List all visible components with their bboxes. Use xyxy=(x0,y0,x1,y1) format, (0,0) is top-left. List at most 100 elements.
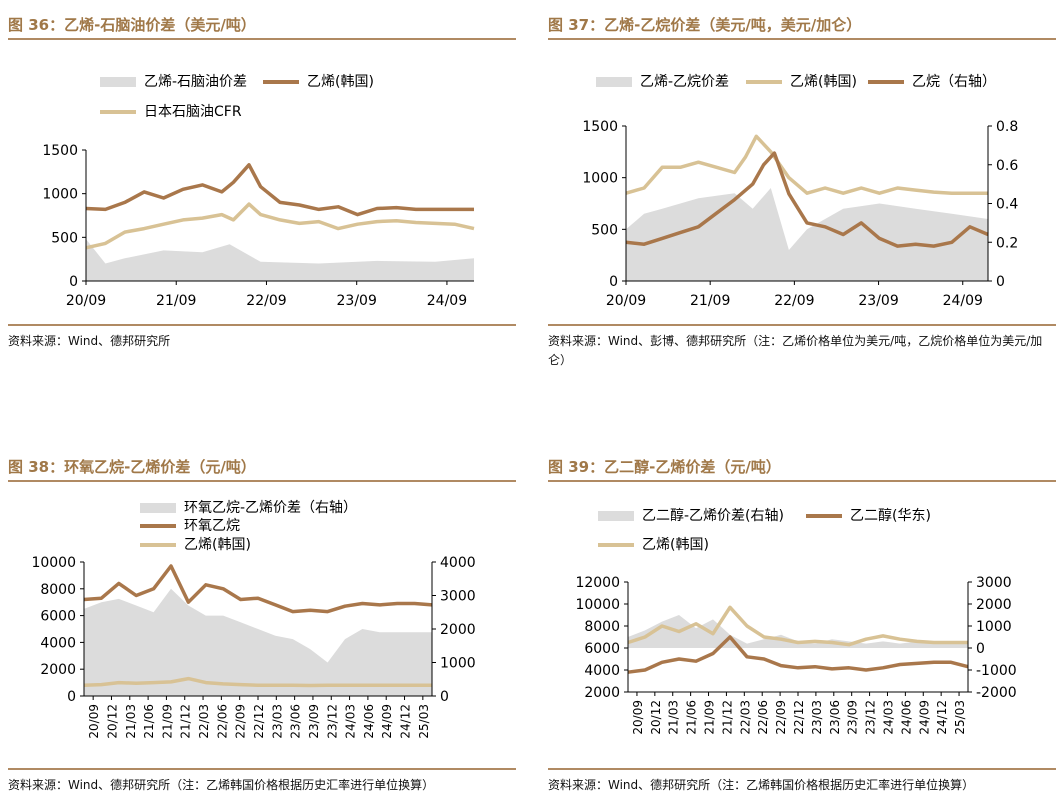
x-tick-label: 24/06 xyxy=(899,700,913,735)
chart-title-bar: 图 38：环氧乙烷-乙烯价差（元/吨） xyxy=(8,450,516,482)
y-tick-label-left: 500 xyxy=(591,222,618,238)
plot-area: 0 500 1000 1500 20/09 21/09 22/09 23/09 24/09 xyxy=(42,143,475,309)
x-tick-label: 21/09 xyxy=(156,293,196,309)
y-tick-label-right: 1000 xyxy=(440,656,476,672)
y-tick-label-left: 1000 xyxy=(582,171,618,187)
y-tick-label-left: 1500 xyxy=(582,119,618,135)
legend-item: 乙烯(韩国) xyxy=(598,537,709,553)
x-tick-label: 21/09 xyxy=(160,704,174,739)
legend-label: 乙烯(韩国) xyxy=(642,537,709,553)
x-tick-label: 23/03 xyxy=(810,700,824,735)
series-area-0 xyxy=(86,239,474,281)
x-tick-label: 23/12 xyxy=(864,700,878,735)
x-tick-label: 21/03 xyxy=(124,704,138,739)
legend-label: 乙烷（右轴） xyxy=(912,74,996,90)
y-tick-label-right: 0.4 xyxy=(996,197,1018,213)
panel-chart-38: 图 38：环氧乙烷-乙烯价差（元/吨） 环氧乙烷-乙烯价差（右轴） 环氧乙烷乙烯(… xyxy=(8,450,516,800)
legend-label: 日本石脑油CFR xyxy=(144,104,242,120)
series-line-2 xyxy=(625,151,989,248)
legend-item: 环氧乙烷-乙烯价差（右轴） xyxy=(140,500,357,516)
legend: 乙烯-乙烷价差 乙烯(韩国) 乙烷（右轴） xyxy=(596,74,996,90)
chart-title: 图 39：乙二醇-乙烯价差（元/吨） xyxy=(548,458,781,476)
legend-label: 乙烯-乙烷价差 xyxy=(640,74,729,90)
y-tick-label-left: 12000 xyxy=(575,575,620,591)
series-band-0 xyxy=(628,615,968,648)
chart-source: 资料来源：Wind、德邦研究所（注：乙烯韩国价格根据历史汇率进行单位换算） xyxy=(548,768,1056,795)
x-tick-label: 25/03 xyxy=(417,704,431,739)
y-tick-label-right: 0 xyxy=(440,689,449,705)
x-tick-label: 21/03 xyxy=(667,700,681,735)
x-tick-label: 24/09 xyxy=(917,700,931,735)
y-tick-label-right: 4000 xyxy=(440,555,476,571)
series-line-2 xyxy=(83,676,432,688)
chart-37: 乙烯-乙烷价差 乙烯(韩国) 乙烷（右轴） 05001000150000.20.40… xyxy=(582,74,1018,309)
x-tick-label: 22/03 xyxy=(738,700,752,735)
x-tick-label: 21/09 xyxy=(703,700,717,735)
y-tick-label-left: 8000 xyxy=(584,619,620,635)
chart-title-bar: 图 37：乙烯-乙烷价差（美元/吨，美元/加仑） xyxy=(548,8,1056,40)
x-tick-label: 23/03 xyxy=(270,704,284,739)
legend-item: 乙烯-乙烷价差 xyxy=(596,74,729,90)
legend-swatch xyxy=(100,77,136,87)
legend-item: 乙二醇-乙烯价差(右轴) xyxy=(598,507,784,524)
legend-label: 乙烯(韩国) xyxy=(790,74,857,90)
y-tick-label-right: 0.2 xyxy=(996,235,1018,251)
y-tick-label-left: 1000 xyxy=(42,187,78,203)
x-tick-label: 24/03 xyxy=(881,700,895,735)
x-tick-label: 23/09 xyxy=(337,293,377,309)
series-area-0 xyxy=(626,188,988,281)
legend-item: 乙烯(韩国) xyxy=(746,74,857,90)
chart-title-bar: 图 36：乙烯-石脑油价差（美元/吨） xyxy=(8,8,516,40)
x-tick-label: 24/06 xyxy=(362,704,376,739)
series-area-0 xyxy=(84,588,432,696)
x-tick-label: 22/09 xyxy=(774,700,788,735)
y-tick-label-right: 0 xyxy=(996,274,1005,290)
panel-chart-37: 图 37：乙烯-乙烷价差（美元/吨，美元/加仑） 乙烯-乙烷价差 乙烯(韩国) 乙烷… xyxy=(548,8,1056,388)
panel-chart-39: 图 39：乙二醇-乙烯价差（元/吨） 乙二醇-乙烯价差(右轴) 乙二醇(华东) 乙烯… xyxy=(548,450,1056,800)
chart-title: 图 36：乙烯-石脑油价差（美元/吨） xyxy=(8,16,256,34)
y-tick-label-right: 1000 xyxy=(976,619,1012,635)
x-tick-label: 22/09 xyxy=(774,293,814,309)
x-tick-label: 21/06 xyxy=(685,700,699,735)
x-tick-label: 22/06 xyxy=(756,700,770,735)
x-tick-label: 20/12 xyxy=(105,704,119,739)
plot-area: 2000 4000 6000 8000 10000 12000 -2000 -1000 0 100… xyxy=(575,575,1016,735)
legend-label: 乙烯-石脑油价差 xyxy=(144,74,247,90)
y-tick-label-left: 0 xyxy=(69,274,78,290)
x-tick-label: 24/09 xyxy=(943,293,983,309)
x-tick-label: 22/12 xyxy=(792,700,806,735)
x-tick-label: 23/12 xyxy=(325,704,339,739)
y-tick-label-right: 0 xyxy=(976,641,985,657)
chart-title: 图 37：乙烯-乙烷价差（美元/吨，美元/加仑） xyxy=(548,16,862,34)
chart-title: 图 38：环氧乙烷-乙烯价差（元/吨） xyxy=(8,458,256,476)
plot-area: 0 2000 4000 6000 8000 10000 0 1000 2000 3000 4000 2… xyxy=(31,555,475,739)
legend-item: 乙烯-石脑油价差 xyxy=(100,74,247,90)
y-tick-label-left: 2000 xyxy=(584,685,620,701)
x-tick-label: 22/09 xyxy=(246,293,286,309)
x-tick-label: 20/09 xyxy=(606,293,646,309)
legend-label: 环氧乙烷-乙烯价差（右轴） xyxy=(184,500,357,516)
y-tick-label-right: 3000 xyxy=(976,575,1012,591)
y-tick-label-right: 0.6 xyxy=(996,158,1018,174)
x-tick-label: 20/09 xyxy=(87,704,101,739)
x-tick-label: 22/06 xyxy=(215,704,229,739)
y-tick-label-left: 4000 xyxy=(584,663,620,679)
y-tick-label-right: -1000 xyxy=(976,663,1017,679)
legend-item: 环氧乙烷 xyxy=(140,518,240,534)
legend-item: 乙烷（右轴） xyxy=(868,74,996,90)
y-tick-label-left: 0 xyxy=(67,689,76,705)
chart-source: 资料来源：Wind、彭博、德邦研究所（注：乙烯价格单位为美元/吨，乙烷价格单位为… xyxy=(548,324,1056,370)
y-tick-label-left: 8000 xyxy=(40,582,76,598)
x-tick-label: 24/03 xyxy=(344,704,358,739)
x-tick-label: 25/03 xyxy=(953,700,967,735)
chart-39: 乙二醇-乙烯价差(右轴) 乙二醇(华东) 乙烯(韩国) 2000 4000 6000 80… xyxy=(575,507,1016,735)
legend-label: 乙烯(韩国) xyxy=(184,537,251,553)
legend: 乙烯-石脑油价差 乙烯(韩国) 日本石脑油CFR xyxy=(100,74,374,120)
x-tick-label: 23/06 xyxy=(289,704,303,739)
x-tick-label: 23/06 xyxy=(828,700,842,735)
x-tick-label: 21/09 xyxy=(690,293,730,309)
chart-source: 资料来源：Wind、德邦研究所 xyxy=(8,324,516,351)
legend-item: 日本石脑油CFR xyxy=(100,104,242,120)
x-tick-label: 23/09 xyxy=(846,700,860,735)
